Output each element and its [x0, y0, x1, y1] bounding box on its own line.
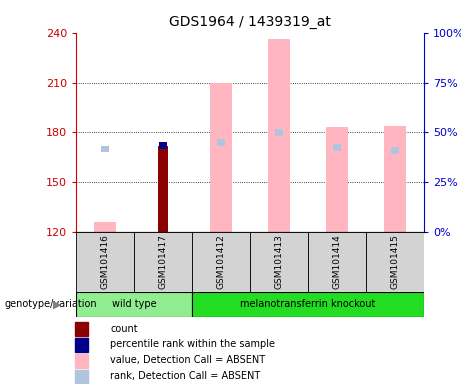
Bar [75, 338, 88, 352]
Text: rank, Detection Call = ABSENT: rank, Detection Call = ABSENT [110, 371, 260, 381]
Bar [210, 83, 232, 232]
Bar [160, 146, 167, 152]
Bar [76, 232, 134, 292]
Bar [326, 127, 348, 232]
Text: genotype/variation: genotype/variation [5, 299, 97, 310]
Text: GSM101416: GSM101416 [100, 234, 110, 289]
Title: GDS1964 / 1439319_at: GDS1964 / 1439319_at [169, 15, 331, 29]
Text: wild type: wild type [112, 299, 156, 310]
Bar [275, 129, 283, 136]
Bar [75, 354, 88, 368]
Bar [75, 370, 88, 384]
Text: GSM101413: GSM101413 [275, 234, 284, 289]
Bar [366, 232, 424, 292]
Bar [158, 146, 168, 232]
Bar [192, 232, 250, 292]
Bar [192, 292, 424, 317]
Text: GSM101414: GSM101414 [332, 234, 342, 289]
Bar [384, 126, 406, 232]
Bar [76, 292, 192, 317]
Text: value, Detection Call = ABSENT: value, Detection Call = ABSENT [110, 355, 266, 365]
Text: GSM101412: GSM101412 [217, 234, 225, 289]
Bar [333, 144, 341, 151]
Bar [391, 147, 399, 154]
Bar [217, 139, 225, 146]
Text: count: count [110, 324, 138, 334]
Text: melanotransferrin knockout: melanotransferrin knockout [241, 299, 376, 310]
Bar [308, 232, 366, 292]
Text: GSM101417: GSM101417 [159, 234, 168, 289]
Text: ▶: ▶ [53, 299, 62, 310]
Bar [94, 222, 116, 232]
Bar [134, 232, 192, 292]
Bar [75, 322, 88, 336]
Bar [250, 232, 308, 292]
Bar [268, 39, 290, 232]
Bar [160, 142, 167, 149]
Text: GSM101415: GSM101415 [390, 234, 400, 289]
Text: percentile rank within the sample: percentile rank within the sample [110, 339, 275, 349]
Bar [101, 146, 109, 152]
